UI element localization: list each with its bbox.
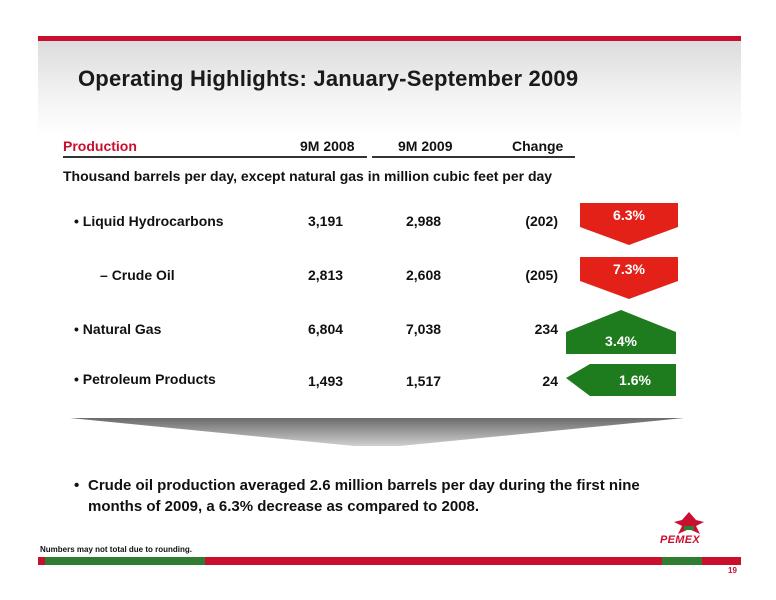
table-row: – Crude Oil 2,813 2,608 (205) xyxy=(0,267,776,297)
bottom-red-bar xyxy=(38,557,741,565)
dash: – xyxy=(100,267,108,283)
value-9m-2009: 2,608 xyxy=(406,267,442,283)
header-production: Production xyxy=(63,138,137,154)
row-label-text: Petroleum Products xyxy=(82,371,216,387)
value-9m-2009: 2,988 xyxy=(406,213,442,229)
row-label-text: Liquid Hydrocarbons xyxy=(82,213,224,229)
table-row: • Liquid Hydrocarbons 3,191 2,988 (202) xyxy=(0,213,776,243)
header-9m-2009: 9M 2009 xyxy=(398,138,453,154)
header-underline-right xyxy=(372,156,575,158)
footnote: Numbers may not total due to rounding. xyxy=(40,545,192,554)
value-9m-2008: 3,191 xyxy=(308,213,344,229)
value-9m-2008: 2,813 xyxy=(308,267,344,283)
down-arrow-icon: 6.3% xyxy=(580,203,678,245)
header-change: Change xyxy=(512,138,564,154)
table-row: • Petroleum Products 1,493 1,517 24 xyxy=(0,371,776,403)
value-change: (205) xyxy=(525,267,558,283)
page-number: 19 xyxy=(728,566,737,575)
arrow-percent: 7.3% xyxy=(613,261,645,277)
summary-text: Crude oil production averaged 2.6 millio… xyxy=(88,477,640,515)
row-label: • Petroleum Products xyxy=(74,371,216,387)
bottom-green-accent xyxy=(45,557,205,565)
arrow-percent: 6.3% xyxy=(613,207,645,223)
table-subtitle: Thousand barrels per day, except natural… xyxy=(63,168,553,184)
bullet: • xyxy=(74,321,79,337)
section-separator-shape xyxy=(70,418,684,451)
row-label: • Liquid Hydrocarbons xyxy=(74,213,224,229)
logo-wordmark: PEMEX xyxy=(660,534,701,546)
value-9m-2008: 1,493 xyxy=(308,373,344,389)
bullet: • xyxy=(74,371,79,387)
up-arrow-icon: 1.6% xyxy=(566,364,676,396)
row-label: • Natural Gas xyxy=(74,321,161,337)
top-red-rule xyxy=(38,36,741,41)
row-label-text: Natural Gas xyxy=(82,321,162,337)
page-title: Operating Highlights: January-September … xyxy=(78,66,579,91)
header-9m-2008: 9M 2008 xyxy=(300,138,355,154)
pemex-logo: PEMEX xyxy=(658,512,728,552)
pemex-eagle-icon xyxy=(674,512,704,534)
value-9m-2009: 1,517 xyxy=(406,373,442,389)
value-change: 24 xyxy=(542,373,558,389)
up-arrow-icon: 3.4% xyxy=(566,310,676,354)
row-label-text: Crude Oil xyxy=(111,267,175,283)
arrow-percent: 3.4% xyxy=(605,333,637,349)
bullet: • xyxy=(74,213,79,229)
value-change: 234 xyxy=(534,321,558,337)
header-underline-left xyxy=(63,156,367,158)
value-change: (202) xyxy=(525,213,558,229)
bottom-green-accent xyxy=(662,557,702,565)
value-9m-2009: 7,038 xyxy=(406,321,442,337)
value-9m-2008: 6,804 xyxy=(308,321,344,337)
row-label: – Crude Oil xyxy=(100,267,175,283)
down-arrow-icon: 7.3% xyxy=(580,257,678,299)
table-row: • Natural Gas 6,804 7,038 234 xyxy=(0,321,776,351)
arrow-percent: 1.6% xyxy=(619,372,651,388)
title-band xyxy=(38,41,741,136)
bullet: • xyxy=(74,477,80,494)
